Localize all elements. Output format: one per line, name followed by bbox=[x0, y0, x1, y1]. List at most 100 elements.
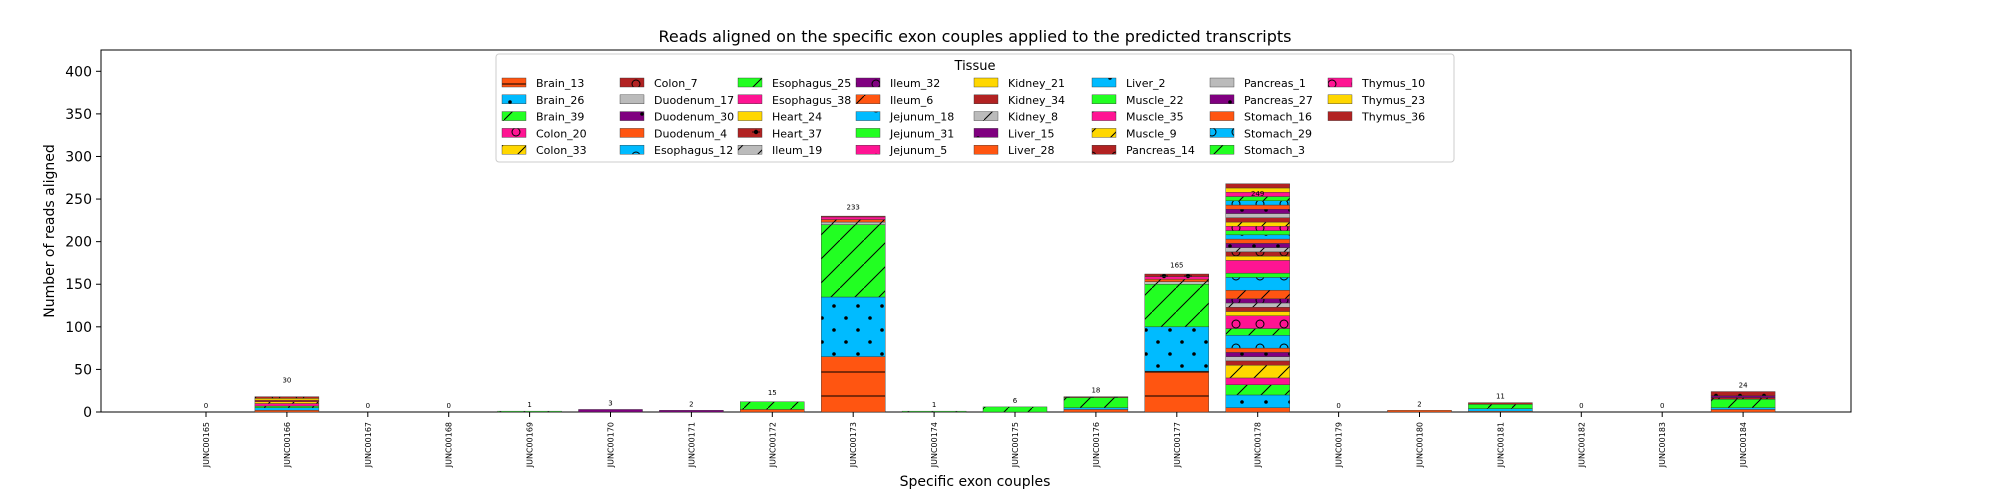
legend: Tissue Brain_13 Brain_26 Brain_39 Colon_20 C… bbox=[495, 53, 1455, 163]
legend-swatch bbox=[619, 144, 645, 155]
legend-label: Thymus_36 bbox=[1361, 111, 1425, 124]
bar-stack-JUNC00176 bbox=[1063, 396, 1129, 413]
x-tick-label: JUNC00184 bbox=[1739, 422, 1748, 468]
bar-segment-brain_26-junc00166 bbox=[254, 407, 320, 411]
bar-segment-brain_26-junc00181 bbox=[1468, 408, 1533, 412]
legend-swatch bbox=[737, 94, 763, 105]
bar-segment-muscle_35-junc00178 bbox=[1225, 226, 1290, 231]
bar-segment-heart_37-junc00178 bbox=[1225, 307, 1290, 312]
bar-segment-brain_26-junc00178 bbox=[1225, 394, 1290, 408]
legend-label: Liver_28 bbox=[1008, 144, 1054, 157]
bar-segment-colon_7-junc00178 bbox=[1225, 360, 1290, 366]
legend-swatch bbox=[501, 111, 527, 121]
bar-segment-thymus_36-junc00176 bbox=[1063, 396, 1129, 398]
legend-item-duodenum_4: Duodenum_4 bbox=[619, 127, 727, 140]
x-tick-label: JUNC00181 bbox=[1496, 422, 1505, 468]
bar-segment-brain_26-junc00184 bbox=[1710, 407, 1776, 410]
bar-total-label: 24 bbox=[1739, 382, 1748, 390]
bar-segment-brain_26-junc00176 bbox=[1063, 407, 1129, 410]
x-tick-label: JUNC00165 bbox=[202, 422, 211, 468]
bar-segment-brain_39-junc00176 bbox=[1063, 397, 1129, 408]
legend-item-liver_2: Liver_2 bbox=[1091, 77, 1165, 90]
legend-swatch bbox=[855, 128, 881, 138]
bar-total-label: 30 bbox=[282, 376, 291, 384]
legend-item-liver_15: Liver_15 bbox=[973, 127, 1054, 140]
legend-label: Heart_24 bbox=[772, 111, 822, 124]
legend-item-muscle_35: Muscle_35 bbox=[1091, 111, 1184, 124]
bar-segment-brain_39-junc00178 bbox=[1225, 384, 1290, 396]
legend-swatch bbox=[1091, 144, 1117, 155]
bar-segment-stomach_29-junc00178 bbox=[1225, 200, 1290, 206]
bar-segment-heart_24-junc00178 bbox=[1225, 311, 1290, 316]
bar-segment-brain_39-junc00184 bbox=[1710, 399, 1776, 408]
legend-label: Pancreas_1 bbox=[1244, 77, 1306, 90]
legend-label: Heart_37 bbox=[772, 127, 822, 140]
x-tick-label: JUNC00171 bbox=[687, 422, 696, 468]
x-tick-label: JUNC00175 bbox=[1011, 422, 1020, 468]
bar-segment-liver_28-junc00178 bbox=[1225, 238, 1290, 244]
bar-segment-thymus_36-junc00177 bbox=[1144, 273, 1210, 277]
bar-segment-stomach_16-junc00178 bbox=[1225, 204, 1290, 210]
bar-segment-pancreas_27-junc00178 bbox=[1225, 209, 1290, 214]
y-tick-label: 300 bbox=[65, 149, 92, 165]
bar-stack-JUNC00172 bbox=[740, 401, 805, 413]
bar-segment-brain_39-junc00172 bbox=[740, 401, 805, 410]
legend-label: Ileum_6 bbox=[890, 94, 933, 107]
legend-label: Liver_2 bbox=[1126, 77, 1165, 90]
bar-segment-esophagus_25-junc00178 bbox=[1225, 328, 1290, 336]
bar-stack-JUNC00174 bbox=[901, 410, 967, 413]
bar-segment-duodenum_30-junc00171 bbox=[659, 410, 724, 413]
legend-item-thymus_36: Thymus_36 bbox=[1327, 111, 1425, 124]
legend-item-stomach_3: Stomach_3 bbox=[1209, 144, 1305, 157]
bar-segment-brain_39-junc00181 bbox=[1468, 404, 1533, 409]
legend-label: Thymus_23 bbox=[1361, 94, 1425, 107]
legend-swatch bbox=[855, 144, 881, 155]
bars-layer bbox=[254, 183, 1776, 413]
legend-item-colon_7: Colon_7 bbox=[619, 77, 698, 90]
bar-stack-JUNC00184 bbox=[1710, 391, 1776, 413]
legend-swatch bbox=[619, 94, 645, 105]
legend-item-stomach_16: Stomach_16 bbox=[1209, 111, 1312, 124]
bar-total-label: 2 bbox=[1417, 400, 1421, 408]
legend-label: Muscle_22 bbox=[1126, 94, 1184, 107]
x-axis: JUNC00165 JUNC00166 JUNC00167 JUNC00168 JUNC… bbox=[202, 412, 1748, 468]
legend-swatch bbox=[1091, 128, 1117, 138]
legend-item-thymus_10: Thymus_10 bbox=[1327, 77, 1425, 90]
legend-items: Brain_13 Brain_26 Brain_39 Colon_20 Colon_33… bbox=[501, 77, 1425, 157]
legend-swatch bbox=[501, 144, 527, 155]
legend-label: Kidney_8 bbox=[1008, 111, 1058, 124]
bar-segment-brain_26-junc00177 bbox=[1144, 326, 1210, 372]
bar-segment-brain_39-junc00175 bbox=[982, 406, 1048, 413]
x-tick-label: JUNC00179 bbox=[1335, 422, 1344, 468]
bar-segment-thymus_36-junc00173 bbox=[821, 215, 886, 218]
legend-item-kidney_34: Kidney_34 bbox=[973, 94, 1065, 107]
bar-segment-duodenum_17-junc00178 bbox=[1225, 356, 1290, 362]
bar-stack-JUNC00175 bbox=[982, 406, 1048, 413]
bar-segment-ileum_19-junc00177 bbox=[1144, 281, 1210, 285]
bar-total-label: 249 bbox=[1251, 190, 1264, 198]
bar-segment-esophagus_12-junc00178 bbox=[1225, 335, 1290, 349]
legend-label: Esophagus_38 bbox=[772, 94, 851, 107]
bar-segment-brain_39-junc00177 bbox=[1144, 284, 1210, 328]
bar-total-label: 2 bbox=[689, 400, 693, 408]
legend-swatch bbox=[973, 128, 999, 138]
legend-item-ileum_32: Ileum_32 bbox=[855, 77, 940, 90]
legend-swatch bbox=[737, 144, 763, 155]
bar-total-label: 233 bbox=[847, 204, 860, 212]
legend-item-brain_39: Brain_39 bbox=[501, 111, 584, 124]
legend-swatch bbox=[501, 128, 527, 138]
legend-label: Duodenum_4 bbox=[654, 127, 727, 140]
legend-swatch bbox=[737, 77, 763, 88]
x-tick-label: JUNC00176 bbox=[1092, 422, 1101, 468]
bar-stack-JUNC00169 bbox=[497, 410, 562, 413]
legend-swatch bbox=[619, 128, 645, 138]
legend-item-pancreas_1: Pancreas_1 bbox=[1209, 77, 1306, 90]
bar-segment-brain_13-junc00172 bbox=[740, 409, 805, 413]
legend-label: Duodenum_30 bbox=[654, 111, 734, 124]
legend-swatch bbox=[737, 128, 763, 138]
bar-stack-JUNC00173 bbox=[821, 215, 886, 413]
legend-label: Pancreas_27 bbox=[1244, 94, 1313, 107]
bar-segment-kidney_34-junc00166 bbox=[254, 396, 320, 399]
legend-label: Kidney_21 bbox=[1008, 77, 1065, 90]
legend-label: Brain_26 bbox=[536, 94, 584, 107]
